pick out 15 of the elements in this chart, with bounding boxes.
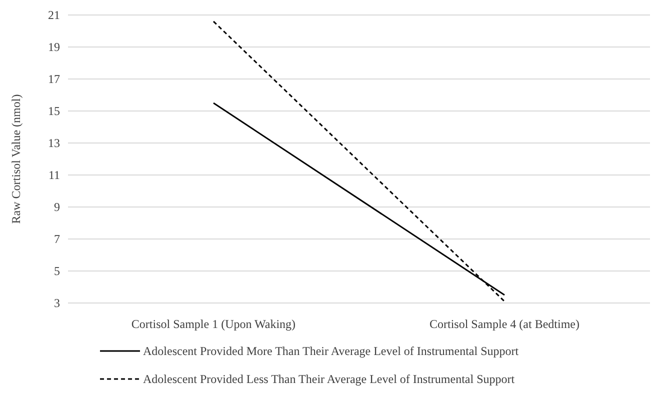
y-axis-title: Raw Cortisol Value (nmol): [9, 94, 23, 224]
y-tick-label: 13: [48, 136, 60, 150]
y-tick-label: 17: [48, 72, 60, 86]
y-tick-label: 9: [54, 200, 60, 214]
x-tick-label: Cortisol Sample 1 (Upon Waking): [131, 317, 296, 331]
legend-label: Adolescent Provided Less Than Their Average Level of Instrumental Support: [143, 372, 516, 386]
y-tick-label: 11: [48, 168, 60, 182]
y-tick-label: 15: [48, 104, 60, 118]
y-tick-label: 21: [48, 8, 60, 22]
y-tick-label: 5: [54, 264, 60, 278]
y-tick-label: 19: [48, 40, 60, 54]
x-tick-label: Cortisol Sample 4 (at Bedtime): [430, 317, 580, 331]
y-tick-label: 7: [54, 232, 60, 246]
legend-label: Adolescent Provided More Than Their Average Level of Instrumental Support: [143, 344, 520, 358]
y-tick-label: 3: [54, 296, 60, 310]
